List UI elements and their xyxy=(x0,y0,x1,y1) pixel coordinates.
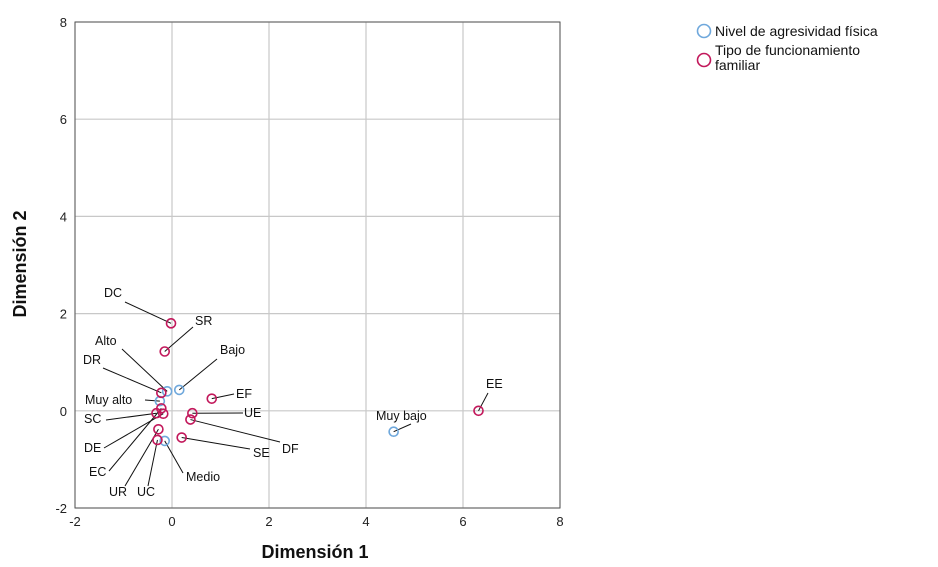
point-ue-marker xyxy=(187,407,198,419)
leader-point-df xyxy=(190,419,281,443)
point-ee-label: EE xyxy=(486,377,503,391)
leader-point-muy-alto xyxy=(144,399,160,402)
point-ur-label: UR xyxy=(109,485,127,499)
point-muy-alto-label: Muy alto xyxy=(85,393,132,407)
point-ec-marker xyxy=(156,403,167,414)
leader-point-alto xyxy=(121,348,168,392)
leader-point-dc xyxy=(124,301,172,324)
point-de-label: DE xyxy=(84,441,101,455)
point-de-marker xyxy=(157,408,169,420)
point-uc-label: UC xyxy=(137,485,155,499)
x-tick-label: 0 xyxy=(168,514,175,529)
point-ue-label: UE xyxy=(244,406,261,420)
point-ec-label: EC xyxy=(89,465,106,479)
x-tick-label: 4 xyxy=(362,514,369,529)
legend-label-tipo-line2: familiar xyxy=(715,57,760,73)
point-uc-marker xyxy=(152,434,163,446)
y-tick-label: 2 xyxy=(60,307,67,322)
point-ee-marker xyxy=(473,405,484,417)
point-bajo-label: Bajo xyxy=(220,343,245,357)
point-dr-marker xyxy=(156,387,167,399)
leader-point-de xyxy=(103,413,164,449)
point-se-label: SE xyxy=(253,446,270,460)
x-tick-label: -2 xyxy=(69,514,81,529)
x-tick-label: 2 xyxy=(265,514,272,529)
point-bajo-marker xyxy=(173,384,185,396)
y-tick-label: 6 xyxy=(60,112,67,127)
point-se-marker xyxy=(176,432,187,443)
point-sr-marker xyxy=(159,346,171,357)
x-axis-title: Dimensión 1 xyxy=(261,542,368,562)
leader-point-medio xyxy=(164,440,184,474)
point-alto-marker xyxy=(161,386,173,397)
point-alto-label: Alto xyxy=(95,334,117,348)
y-tick-label: -2 xyxy=(55,501,67,516)
y-axis-title: Dimensión 2 xyxy=(10,210,30,317)
legend: Nivel de agresividad física Tipo de func… xyxy=(696,23,878,73)
legend-label-nivel: Nivel de agresividad física xyxy=(715,23,878,39)
leader-point-se xyxy=(181,437,251,450)
leader-point-dr xyxy=(102,367,162,394)
point-dc-label: DC xyxy=(104,286,122,300)
point-df-label: DF xyxy=(282,442,299,456)
leader-point-sc xyxy=(105,412,157,421)
point-ur-marker xyxy=(153,423,164,435)
y-tick-label: 8 xyxy=(60,15,67,30)
point-muy-bajo-label: Muy bajo xyxy=(376,409,427,423)
point-dr-label: DR xyxy=(83,353,101,367)
leader-point-ec xyxy=(108,408,162,472)
point-ef-marker xyxy=(206,393,218,404)
legend-marker-tipo xyxy=(696,52,712,68)
point-muy-bajo-marker xyxy=(388,426,399,437)
x-tick-label: 8 xyxy=(556,514,563,529)
leader-point-bajo xyxy=(178,358,218,391)
point-sr-label: SR xyxy=(195,314,212,328)
leader-point-sr xyxy=(164,326,194,352)
plot-frame xyxy=(74,21,561,509)
point-sc-label: SC xyxy=(84,412,101,426)
tick-labels: -2 0 2 4 6 8 -2 0 2 4 6 8 xyxy=(55,15,563,529)
legend-marker-nivel xyxy=(696,23,712,39)
y-tick-label: 0 xyxy=(60,404,67,419)
point-medio-marker xyxy=(159,435,171,447)
point-df-marker xyxy=(185,414,196,425)
point-dc-marker xyxy=(165,318,177,329)
grid-lines xyxy=(74,21,561,509)
data-points xyxy=(151,318,484,447)
point-ef-label: EF xyxy=(236,387,252,401)
leader-point-ee xyxy=(478,392,489,412)
point-labels: Bajo Alto Muy alto Medio Muy bajo DC SR DR EF UE D… xyxy=(83,286,503,499)
leader-point-uc xyxy=(147,439,158,487)
y-tick-label: 4 xyxy=(60,209,67,224)
legend-label-tipo: Tipo de funcionamiento familiar xyxy=(715,42,864,73)
x-tick-label: 6 xyxy=(459,514,466,529)
label-leader-lines xyxy=(102,301,489,487)
legend-label-tipo-line1: Tipo de funcionamiento xyxy=(715,42,860,58)
leader-point-muy-bajo xyxy=(393,423,412,433)
point-medio-label: Medio xyxy=(186,470,220,484)
